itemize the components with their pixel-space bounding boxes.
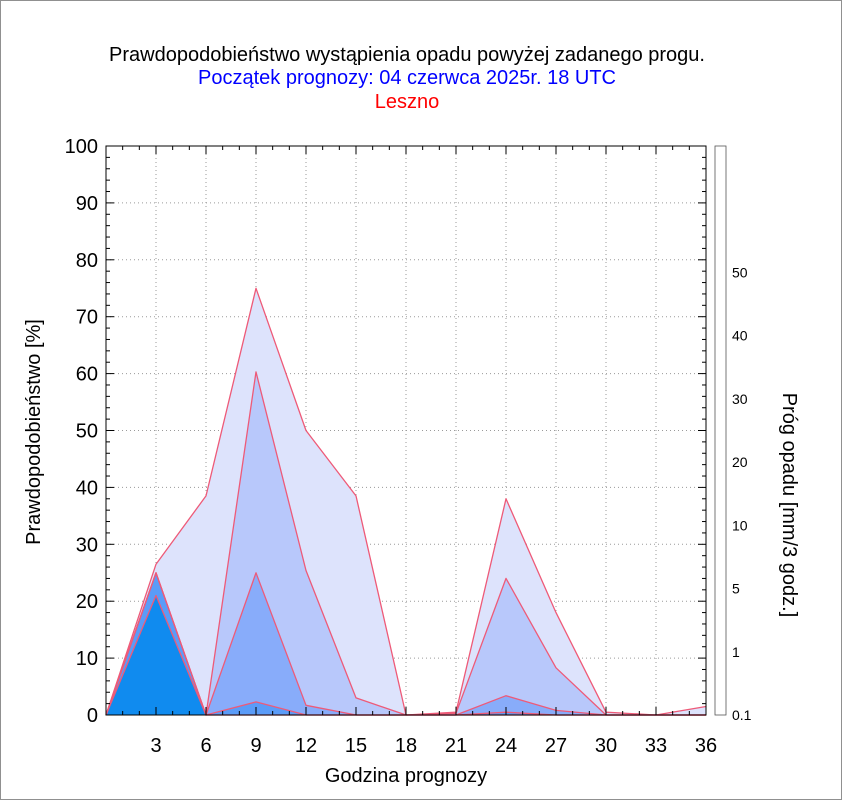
x-axis-label: Godzina prognozy bbox=[325, 765, 487, 787]
y-axis-label: Prawdopodobieństwo [%] bbox=[23, 319, 45, 545]
colorbar-tick-label: 30 bbox=[732, 391, 748, 407]
y-tick-label: 0 bbox=[87, 705, 98, 727]
colorbar-tick-label: 5 bbox=[732, 581, 740, 597]
x-tick-label: 15 bbox=[345, 735, 367, 757]
colorbar bbox=[714, 145, 727, 716]
y-tick-label: 20 bbox=[76, 591, 98, 613]
x-tick-label: 18 bbox=[395, 735, 417, 757]
x-tick-label: 12 bbox=[295, 735, 317, 757]
x-tick-label: 30 bbox=[595, 735, 617, 757]
y-tick-label: 70 bbox=[76, 307, 98, 329]
y-tick-label: 90 bbox=[76, 193, 98, 215]
x-tick-label: 27 bbox=[545, 735, 567, 757]
x-tick-label: 21 bbox=[445, 735, 467, 757]
colorbar-tick-label: 20 bbox=[732, 454, 748, 470]
y-tick-labels: 0 10 20 30 40 50 60 70 80 90 100 bbox=[65, 136, 98, 727]
y-tick-label: 10 bbox=[76, 648, 98, 670]
chart-location: Leszno bbox=[375, 91, 440, 113]
y-tick-label: 100 bbox=[65, 136, 98, 158]
x-tick-label: 24 bbox=[495, 735, 517, 757]
x-tick-label: 3 bbox=[150, 735, 161, 757]
colorbar-tick-label: 0.1 bbox=[732, 707, 752, 723]
grid-lines bbox=[106, 146, 706, 715]
colorbar-tick-label: 40 bbox=[732, 328, 748, 344]
y-tick-label: 40 bbox=[76, 477, 98, 499]
y-tick-label: 80 bbox=[76, 250, 98, 272]
probability-areas bbox=[106, 288, 706, 715]
x-tick-label: 6 bbox=[200, 735, 211, 757]
colorbar-tick-label: 50 bbox=[732, 264, 748, 280]
colorbar-tick-label: 10 bbox=[732, 517, 748, 533]
x-tick-label: 36 bbox=[695, 735, 717, 757]
y-tick-label: 30 bbox=[76, 534, 98, 556]
colorbar-tick-label: 1 bbox=[732, 644, 740, 660]
chart-subtitle: Początek prognozy: 04 czerwca 2025r. 18 … bbox=[198, 67, 616, 89]
colorbar-border bbox=[714, 145, 727, 716]
chart-title: Prawdopodobieństwo wystąpienia opadu pow… bbox=[109, 44, 705, 66]
area-series bbox=[106, 595, 706, 715]
axis-ticks bbox=[105, 145, 707, 716]
x-tick-label: 33 bbox=[645, 735, 667, 757]
y-tick-label: 60 bbox=[76, 364, 98, 386]
x-tick-labels: 3 6 9 12 15 18 21 24 27 30 33 36 bbox=[150, 735, 717, 757]
x-tick-label: 9 bbox=[250, 735, 261, 757]
colorbar-labels: 0.1 1 5 10 20 30 40 50 bbox=[732, 264, 752, 723]
colorbar-label: Próg opadu [mm/3 godz.] bbox=[778, 393, 800, 618]
area-series bbox=[106, 572, 706, 715]
y-tick-label: 50 bbox=[76, 421, 98, 443]
